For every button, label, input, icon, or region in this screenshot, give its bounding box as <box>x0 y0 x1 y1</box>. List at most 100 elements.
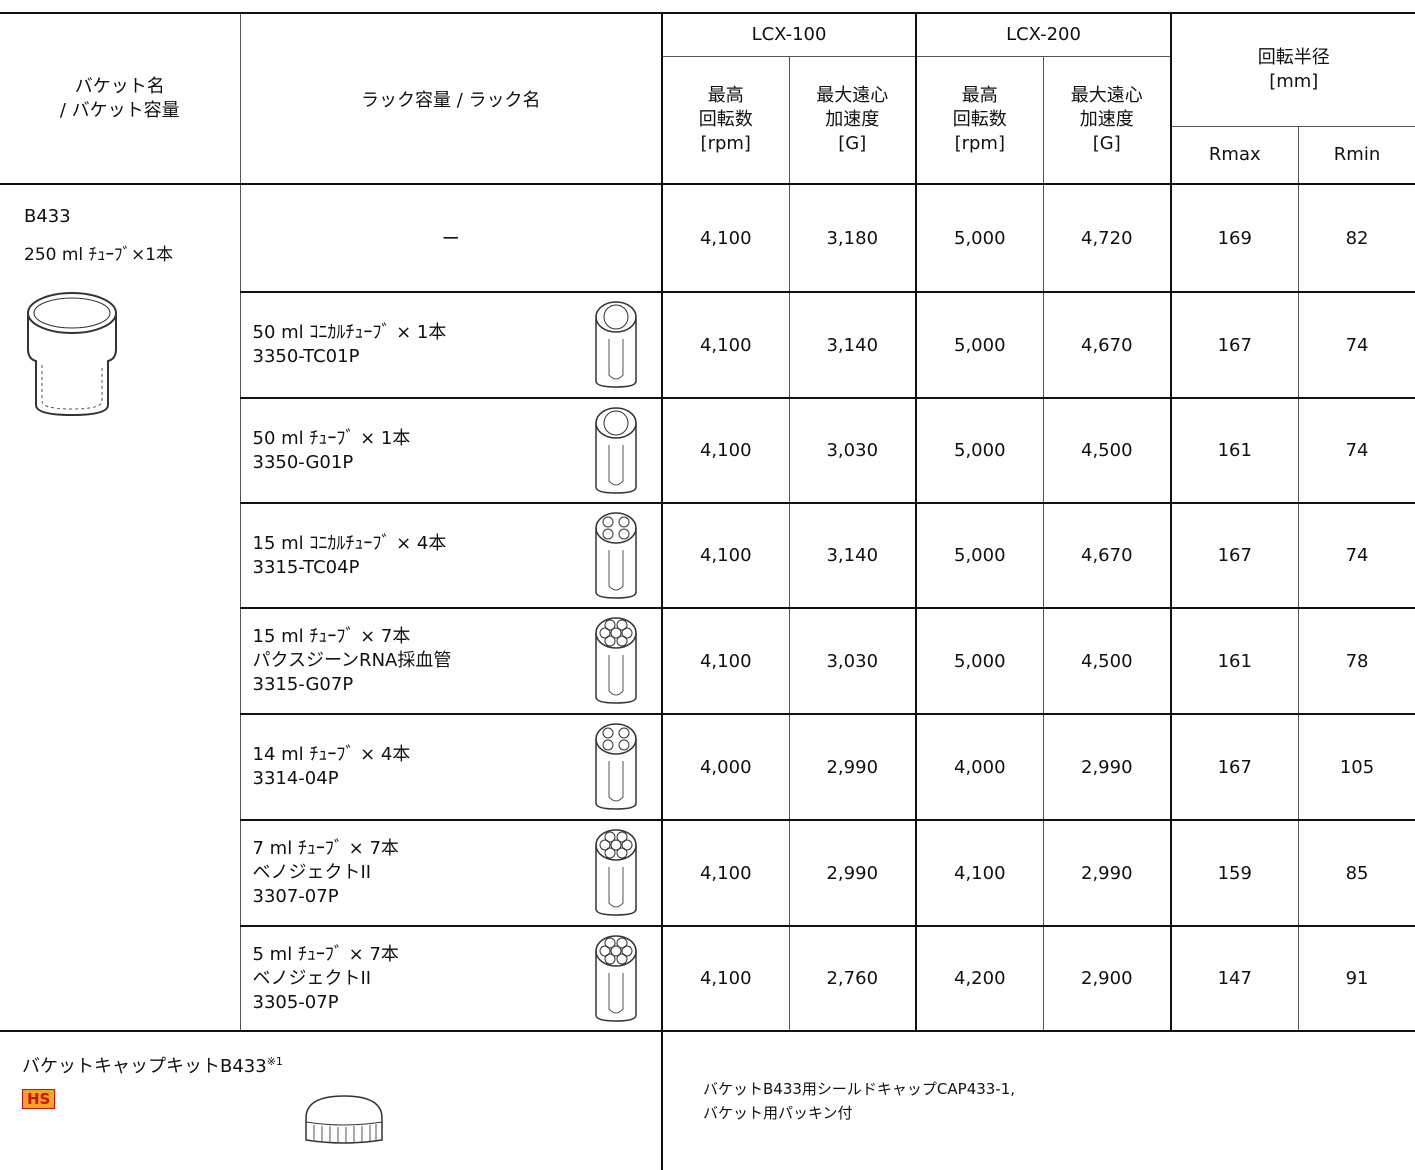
spec-table: バケット名 / バケット容量 ラック容量 / ラック名 LCX-100 LCX-200 回… <box>0 12 1415 1170</box>
value-cell: 5,000 <box>915 291 1044 399</box>
header-text: 最大遠心 <box>1070 84 1143 106</box>
header-text: 加速度 <box>825 108 880 130</box>
value-cell: 3,140 <box>788 291 917 399</box>
value-cell: 2,760 <box>788 925 917 1032</box>
value-cell: 74 <box>1297 291 1415 399</box>
rack-text-group: 15 ml ｺﾆｶﾙﾁｭｰﾌﾞ × 4本 3315-TC04P <box>253 532 447 580</box>
rack-text: ベノジェクトII <box>252 967 372 989</box>
rack-box: 5 ml ﾁｭｰﾌﾞ × 7本 ベノジェクトII 3305-07P <box>241 933 662 1025</box>
header-text: 最高 <box>961 84 998 106</box>
rack-cell: 14 ml ﾁｭｰﾌﾞ × 4本 3314-04P <box>239 713 663 821</box>
rack-text: 15 ml ﾁｭｰﾌﾞ × 7本 <box>252 626 411 647</box>
rack-text-group: 50 ml ﾁｭｰﾌﾞ × 1本 3350-G01P <box>253 427 411 475</box>
model-header: LCX-200 <box>915 12 1172 57</box>
value-cell: 105 <box>1297 713 1415 821</box>
header-text: 回転数 <box>952 108 1007 130</box>
cap-description: バケットB433用シールドキャップCAP433-1, バケット用パッキン付 <box>660 1030 1415 1170</box>
value-cell: 74 <box>1297 502 1415 609</box>
value-cell: 4,100 <box>661 925 790 1032</box>
accel-header: 最大遠心 加速度 [G] <box>788 55 917 185</box>
value-cell: 5,000 <box>915 607 1044 715</box>
rack-icon <box>595 406 637 494</box>
rack-cell: 15 ml ﾁｭｰﾌﾞ × 7本 パクスジーンRNA採血管 3315-G07P <box>239 607 663 715</box>
header-text: 回転半径 <box>1257 46 1330 68</box>
rack-cell: 50 ml ﾁｭｰﾌﾞ × 1本 3350-G01P <box>239 397 663 504</box>
value-cell: 4,670 <box>1042 291 1172 399</box>
header-row: Rmax Rmin <box>0 125 1415 185</box>
header-text: バケット名 <box>74 75 165 97</box>
speed-header: 最高 回転数 [rpm] <box>915 55 1044 185</box>
rack-box: 50 ml ｺﾆｶﾙﾁｭｰﾌﾞ × 1本 3350-TC01P <box>241 299 662 391</box>
rack-text: 3315-G07P <box>252 674 354 695</box>
value-cell: 167 <box>1170 502 1299 609</box>
rack-text: ー <box>441 229 460 250</box>
value-cell: 4,100 <box>661 183 790 293</box>
description-text: バケット用パッキン付 <box>703 1104 853 1123</box>
rack-text: 50 ml ｺﾆｶﾙﾁｭｰﾌﾞ × 1本 <box>252 322 447 343</box>
rack-text: 3307-07P <box>252 886 339 907</box>
value-cell: 2,990 <box>1042 713 1172 821</box>
rack-text-group: 50 ml ｺﾆｶﾙﾁｭｰﾌﾞ × 1本 3350-TC01P <box>253 321 447 369</box>
rack-text-group: 5 ml ﾁｭｰﾌﾞ × 7本 ベノジェクトII 3305-07P <box>253 943 399 1015</box>
rack-cell: 50 ml ｺﾆｶﾙﾁｭｰﾌﾞ × 1本 3350-TC01P <box>239 291 663 399</box>
rack-text: 14 ml ﾁｭｰﾌﾞ × 4本 <box>252 744 411 765</box>
value-cell: 4,100 <box>661 819 790 927</box>
rack-text: 15 ml ｺﾆｶﾙﾁｭｰﾌﾞ × 4本 <box>252 532 447 554</box>
rack-cell: 15 ml ｺﾆｶﾙﾁｭｰﾌﾞ × 4本 3315-TC04P <box>239 502 663 609</box>
data-row: 15 ml ﾁｭｰﾌﾞ × 7本 パクスジーンRNA採血管 3315-G07P 4,1… <box>0 607 1415 715</box>
rack-text: 7 ml ﾁｭｰﾌﾞ × 7本 <box>252 838 399 859</box>
value-cell: 161 <box>1170 607 1299 715</box>
rack-icon <box>595 301 637 388</box>
rack-icon <box>595 511 637 599</box>
value-cell: 4,100 <box>661 607 790 715</box>
rack-box: 7 ml ﾁｭｰﾌﾞ × 7本 ベノジェクトII 3307-07P <box>241 827 662 919</box>
bucket-name: B433 <box>24 206 71 227</box>
rack-cell: ー <box>239 183 663 293</box>
header-text: [rpm] <box>954 132 1005 154</box>
rmax-header: Rmax <box>1170 125 1299 185</box>
value-cell: 4,720 <box>1042 183 1172 293</box>
value-cell: 4,000 <box>661 713 790 821</box>
value-cell: 74 <box>1297 397 1415 504</box>
data-row: 14 ml ﾁｭｰﾌﾞ × 4本 3314-04P 4,000 2,990 4,000 2… <box>0 713 1415 821</box>
rack-text: 3315-TC04P <box>252 556 360 578</box>
header-text: / バケット容量 <box>59 99 180 121</box>
rack-text: 50 ml ﾁｭｰﾌﾞ × 1本 <box>252 427 411 449</box>
value-cell: 82 <box>1297 183 1415 293</box>
value-cell: 4,500 <box>1042 607 1172 715</box>
value-cell: 78 <box>1297 607 1415 715</box>
value-cell: 2,900 <box>1042 925 1172 1032</box>
value-cell: 91 <box>1297 925 1415 1032</box>
rack-text: 3305-07P <box>252 991 339 1013</box>
rack-text: 3350-G01P <box>252 451 354 473</box>
radius-header: 回転半径 [mm] <box>1170 12 1415 127</box>
value-cell: 4,000 <box>915 713 1044 821</box>
bucket-header: バケット名 / バケット容量 <box>0 12 241 185</box>
value-cell: 5,000 <box>915 397 1044 504</box>
data-row: 7 ml ﾁｭｰﾌﾞ × 7本 ベノジェクトII 3307-07P 4,100 2,99… <box>0 819 1415 927</box>
rack-icon <box>595 934 637 1022</box>
value-cell: 3,030 <box>788 397 917 504</box>
rack-box: 15 ml ﾁｭｰﾌﾞ × 7本 パクスジーンRNA採血管 3315-G07P <box>241 615 662 707</box>
header-text: 最大遠心 <box>816 84 889 106</box>
header-row: 最高 回転数 [rpm] 最大遠心 加速度 [G] 最高 回転数 [rpm] 最大遠心 加速度 [G] <box>0 55 1415 185</box>
bucket-icon <box>27 292 117 417</box>
header-text: 最高 <box>707 84 744 106</box>
header-text: [G] <box>838 132 867 154</box>
value-cell: 4,100 <box>661 502 790 609</box>
cap-icon <box>305 1095 383 1144</box>
accel-header: 最大遠心 加速度 [G] <box>1042 55 1172 185</box>
data-row: 50 ml ﾁｭｰﾌﾞ × 1本 3350-G01P 4,100 3,030 5,000… <box>0 397 1415 504</box>
header-text: [G] <box>1092 132 1121 154</box>
rack-text: 3350-TC01P <box>252 346 360 367</box>
rack-cell: 5 ml ﾁｭｰﾌﾞ × 7本 ベノジェクトII 3305-07P <box>239 925 663 1032</box>
value-cell: 2,990 <box>788 713 917 821</box>
value-cell: 3,030 <box>788 607 917 715</box>
description-text: バケットB433用シールドキャップCAP433-1, <box>703 1080 1016 1099</box>
rack-icon <box>595 723 637 810</box>
header-text: 加速度 <box>1079 108 1134 130</box>
rmin-header: Rmin <box>1297 125 1415 185</box>
header-text: [mm] <box>1269 70 1319 92</box>
value-cell: 85 <box>1297 819 1415 927</box>
value-cell: 4,670 <box>1042 502 1172 609</box>
